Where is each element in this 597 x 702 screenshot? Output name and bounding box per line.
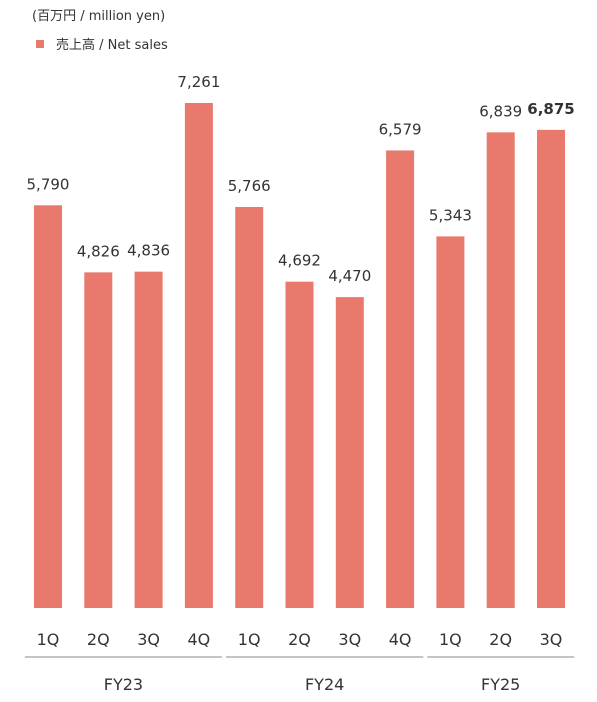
group-label: FY24 [305,675,344,694]
bar [235,206,264,608]
category-label: 3Q [540,630,563,649]
category-label: 3Q [137,630,160,649]
bar-value-label: 6,579 [379,120,422,138]
bar [34,205,62,608]
bar [486,132,515,608]
bar [386,150,415,608]
category-label: 2Q [489,630,512,649]
bar [285,281,314,608]
bar [537,129,565,608]
category-label: 1Q [238,630,261,649]
bar [134,271,163,608]
bar-value-label: 7,261 [177,73,220,91]
bar-value-label: 4,692 [278,252,321,270]
bar-value-label: 5,343 [429,206,472,224]
group-label: FY23 [104,675,143,694]
group-label: FY25 [481,675,520,694]
bar-value-label: 6,839 [479,102,522,120]
bar-value-label: 6,875 [527,100,574,118]
category-label: 1Q [37,630,60,649]
bar [84,272,113,608]
legend-label: 売上高 / Net sales [56,38,168,53]
bar [436,236,465,608]
bar-value-label: 4,836 [127,242,170,260]
bar [184,103,213,608]
bar-value-label: 4,470 [328,267,371,285]
category-label: 4Q [188,630,211,649]
category-label: 3Q [338,630,361,649]
legend-swatch [36,39,44,48]
category-label: 1Q [439,630,462,649]
unit-label: (百万円 / million yen) [32,9,166,24]
bar-value-label: 5,766 [228,177,271,195]
bar-value-label: 5,790 [27,175,70,193]
category-label: 2Q [288,630,311,649]
category-label: 2Q [87,630,110,649]
legend: 売上高 / Net sales [36,34,168,53]
bar-value-label: 4,826 [77,242,120,260]
category-label: 4Q [389,630,412,649]
bar [335,297,364,608]
